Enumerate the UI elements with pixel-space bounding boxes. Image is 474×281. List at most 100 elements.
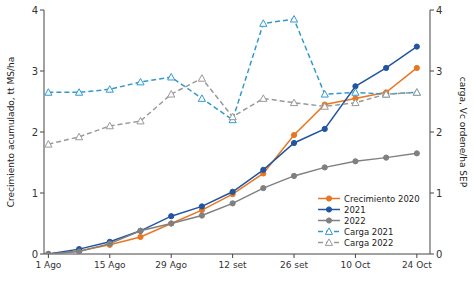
x-tick: [294, 254, 295, 258]
point: [137, 78, 144, 84]
x-tick: [109, 254, 110, 258]
point: [229, 113, 236, 119]
y2-tick: [430, 71, 434, 72]
point: [352, 99, 359, 105]
point: [291, 140, 296, 145]
point: [199, 213, 204, 218]
point: [75, 133, 82, 139]
legend-label: Carga 2021: [344, 227, 393, 237]
x-tick: [355, 254, 356, 258]
legend-label: Carga 2022: [344, 238, 393, 248]
x-tick-label: 10 Oct: [340, 260, 370, 270]
point: [261, 167, 266, 172]
point: [352, 89, 359, 95]
y2-tick-label: 2: [436, 127, 442, 138]
point: [290, 99, 297, 105]
y2-tick-label: 4: [436, 5, 442, 16]
y2-tick: [430, 132, 434, 133]
point: [230, 201, 235, 206]
y-tick: [40, 132, 44, 133]
x-tick-label: 12 set: [219, 260, 248, 270]
plot-area: [45, 16, 421, 254]
y2-axis-label: carga, Vc ordene/ha SEP: [458, 77, 468, 188]
point: [353, 159, 358, 164]
x-tick: [171, 254, 172, 258]
x-tick-label: 15 Ago: [94, 260, 126, 270]
point: [138, 234, 143, 239]
y2-tick: [430, 193, 434, 194]
point: [76, 248, 81, 253]
point: [199, 204, 204, 209]
legend-marker: [325, 228, 332, 234]
point: [322, 126, 327, 131]
y-tick: [40, 71, 44, 72]
legend-marker: [326, 196, 331, 201]
y-tick: [40, 10, 44, 11]
y2-tick-label: 0: [436, 249, 442, 260]
legend-label: 2022: [344, 216, 366, 226]
point: [321, 91, 328, 97]
legend-label: 2021: [344, 205, 366, 215]
x-tick-label: 24 Oct: [402, 260, 432, 270]
x-axis-line: [44, 254, 430, 255]
legend: Crecimiento 202020212022Carga 2021Carga …: [318, 194, 420, 248]
point: [46, 251, 51, 254]
x-tick: [416, 254, 417, 258]
point: [137, 117, 144, 123]
legend-marker: [326, 207, 331, 212]
point: [45, 141, 52, 147]
point: [138, 228, 143, 233]
y2-tick: [430, 254, 434, 255]
point: [169, 221, 174, 226]
point: [290, 16, 297, 22]
x-tick-label: 29 Ago: [155, 260, 187, 270]
legend-marker: [325, 239, 332, 245]
point: [291, 173, 296, 178]
point: [230, 189, 235, 194]
point: [46, 251, 51, 254]
point: [322, 165, 327, 170]
y2-tick-label: 3: [436, 66, 442, 77]
x-tick-label: 1 Ago: [35, 260, 61, 270]
point: [414, 151, 419, 156]
point: [76, 249, 81, 254]
point: [45, 89, 52, 95]
series-line: [48, 47, 416, 254]
y-tick-label: 2: [32, 127, 38, 138]
x-tick: [232, 254, 233, 258]
point: [384, 65, 389, 70]
point: [198, 75, 205, 81]
point: [198, 95, 205, 101]
point: [168, 91, 175, 97]
point: [75, 89, 82, 95]
point: [414, 44, 419, 49]
y-tick: [40, 193, 44, 194]
point: [383, 91, 390, 97]
chart: 1 Ago 15 Ago 29 Ago 12 set 26 set 10 Oct 24 Oc…: [0, 0, 474, 281]
point: [107, 241, 112, 246]
series-line: [48, 78, 416, 144]
point: [413, 89, 420, 95]
series-line: [48, 68, 416, 254]
point: [260, 95, 267, 101]
point: [169, 214, 174, 219]
y2-tick: [430, 10, 434, 11]
point: [261, 186, 266, 191]
y-tick-label: 0: [32, 249, 38, 260]
point: [168, 74, 175, 80]
point: [414, 65, 419, 70]
y-tick: [40, 254, 44, 255]
y-tick-label: 4: [32, 5, 38, 16]
point: [321, 103, 328, 109]
series-line: [48, 19, 416, 120]
series-line: [48, 153, 416, 254]
point: [106, 86, 113, 92]
y-tick-label: 1: [32, 188, 38, 199]
x-tick: [48, 254, 49, 258]
legend-marker: [326, 218, 331, 223]
x-tick-label: 26 set: [280, 260, 309, 270]
point: [383, 91, 390, 97]
point: [291, 132, 296, 137]
point: [46, 251, 51, 254]
y-tick-label: 3: [32, 66, 38, 77]
